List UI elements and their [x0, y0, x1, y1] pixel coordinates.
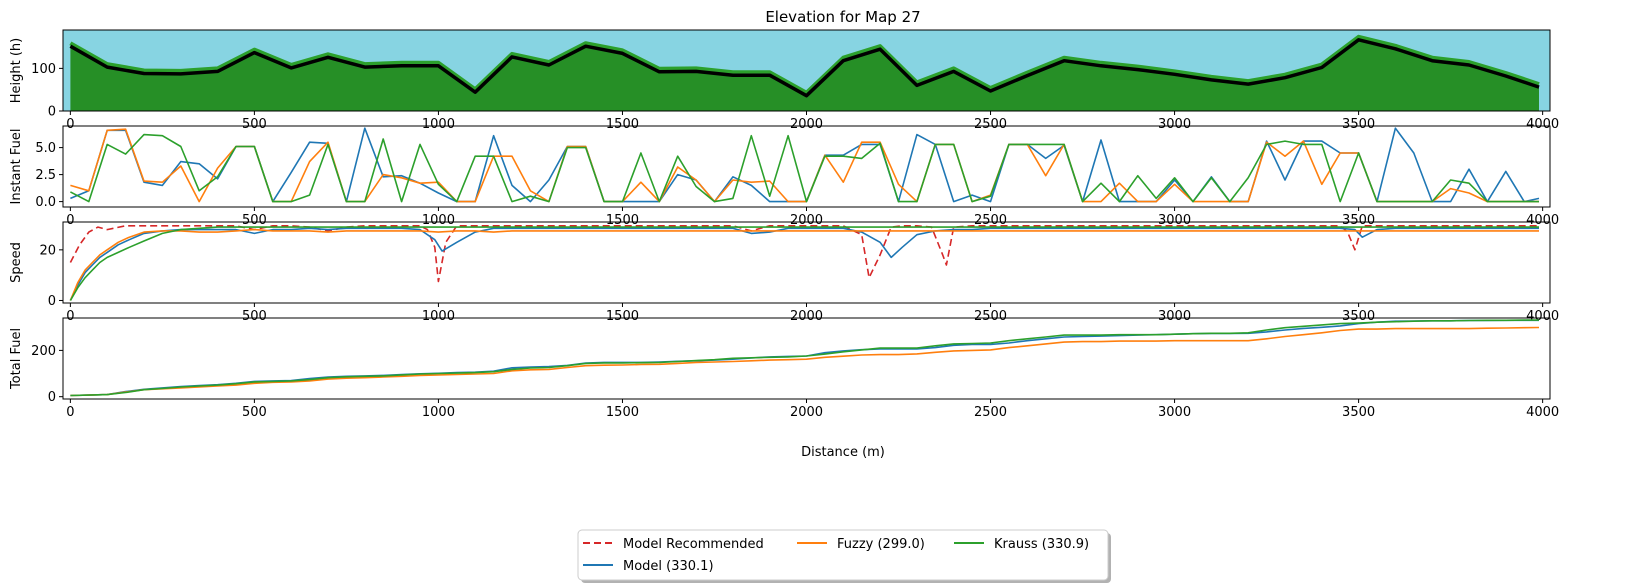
instant-fuel-ylabel: Instant Fuel [9, 129, 24, 205]
total-fuel-xtick-label: 3000 [1158, 405, 1191, 420]
instant-fuel-series-1-line [70, 128, 1539, 203]
instant-fuel-xtick-label: 3000 [1158, 213, 1191, 228]
instant-fuel-xtick-label: 2000 [790, 213, 823, 228]
speed-xtick-label: 2500 [974, 309, 1007, 324]
speed-xtick-label: 500 [242, 309, 267, 324]
speed-xtick-label: 4000 [1526, 309, 1559, 324]
total-fuel-xtick-label: 2500 [974, 405, 1007, 420]
instant-fuel-series-2-line [70, 133, 1539, 203]
total-fuel-xtick-label: 1000 [422, 405, 455, 420]
total-fuel-xtick-label: 1500 [606, 405, 639, 420]
elevation-xtick-label: 3000 [1158, 117, 1191, 132]
speed-xtick-label: 0 [66, 309, 74, 324]
instant-fuel-frame [62, 125, 1551, 208]
instant-fuel-xtick-label: 0 [66, 213, 74, 228]
total-fuel-ylabel: Total Fuel [9, 328, 24, 390]
instant-fuel-xtick-label: 1500 [606, 213, 639, 228]
instant-fuel-xtick-label: 500 [242, 213, 267, 228]
elevation-panel: 0 500 1000 1500 2000 2500 3000 3500 4000 0 100 Heig… [9, 29, 1559, 132]
speed-xtick-label: 3500 [1342, 309, 1375, 324]
total-fuel-series-0-line [70, 319, 1539, 397]
total-fuel-xtick-label: 2000 [790, 405, 823, 420]
legend-label-3: Krauss (330.9) [994, 537, 1089, 552]
elevation-xtick-label: 3500 [1342, 117, 1375, 132]
elevation-xtick-label: 0 [66, 117, 74, 132]
total-fuel-xtick-label: 4000 [1526, 405, 1559, 420]
total-fuel-xtick-label: 500 [242, 405, 267, 420]
legend-label-0: Model Recommended [623, 537, 764, 552]
elevation-ytick-label: 0 [48, 105, 56, 120]
speed-xtick-label: 1500 [606, 309, 639, 324]
speed-ytick-label: 20 [39, 243, 56, 258]
speed-ylabel: Speed [9, 242, 24, 283]
speed-xtick-label: 1000 [422, 309, 455, 324]
elevation-ytick-label: 100 [31, 62, 56, 77]
instant-fuel-ytick-label: 2.5 [35, 168, 56, 183]
speed-panel: 0 500 1000 1500 2000 2500 3000 3500 4000 0 20 Speed [9, 221, 1559, 324]
speed-series-1-line [69, 227, 1539, 301]
total-fuel-xtick-label: 3500 [1342, 405, 1375, 420]
elevation-xtick-label: 500 [242, 117, 267, 132]
instant-fuel-xtick-label: 2500 [974, 213, 1007, 228]
total-fuel-ytick-label: 200 [31, 344, 56, 359]
speed-xtick-label: 3000 [1158, 309, 1191, 324]
elevation-xtick-label: 1500 [606, 117, 639, 132]
speed-series-2-line [69, 228, 1539, 301]
instant-fuel-series-0-line [70, 127, 1540, 203]
instant-fuel-xtick-label: 3500 [1342, 213, 1375, 228]
speed-series-3-line [69, 226, 1539, 301]
elevation-xtick-label: 2000 [790, 117, 823, 132]
elevation-title: Elevation for Map 27 [765, 8, 920, 26]
legend-label-1: Model (330.1) [623, 559, 714, 574]
speed-series-0-line [69, 225, 1539, 283]
instant-fuel-ytick-label: 0.0 [35, 195, 56, 210]
speed-ytick-label: 0 [48, 294, 56, 309]
total-fuel-series-2-line [70, 319, 1539, 397]
legend: Model Recommended Model (330.1) Fuzzy (299… [577, 529, 1111, 583]
x-axis-label: Distance (m) [801, 445, 885, 460]
instant-fuel-ytick-label: 5.0 [35, 141, 56, 156]
elevation-xtick-label: 1000 [422, 117, 455, 132]
instant-fuel-xtick-label: 1000 [422, 213, 455, 228]
elevation-xtick-label: 2500 [974, 117, 1007, 132]
elevation-terrain-area [70, 39, 1539, 111]
elevation-terrain-outline [69, 34, 1540, 95]
elevation-ylabel: Height (h) [9, 38, 24, 104]
total-fuel-ytick-label: 0 [48, 390, 56, 405]
total-fuel-series-1-line [70, 326, 1540, 397]
elevation-line [69, 38, 1540, 98]
instant-fuel-xtick-label: 4000 [1526, 213, 1559, 228]
elevation-xtick-label: 4000 [1526, 117, 1559, 132]
speed-xtick-label: 2000 [790, 309, 823, 324]
total-fuel-panel: 0 500 1000 1500 2000 2500 3000 3500 4000 0 200 Tota… [9, 317, 1559, 420]
total-fuel-xtick-label: 0 [66, 405, 74, 420]
instant-fuel-panel: 0 500 1000 1500 2000 2500 3000 3500 4000 0.0 2.5 5.… [9, 125, 1559, 228]
legend-label-2: Fuzzy (299.0) [837, 537, 925, 552]
speed-frame [62, 221, 1551, 304]
